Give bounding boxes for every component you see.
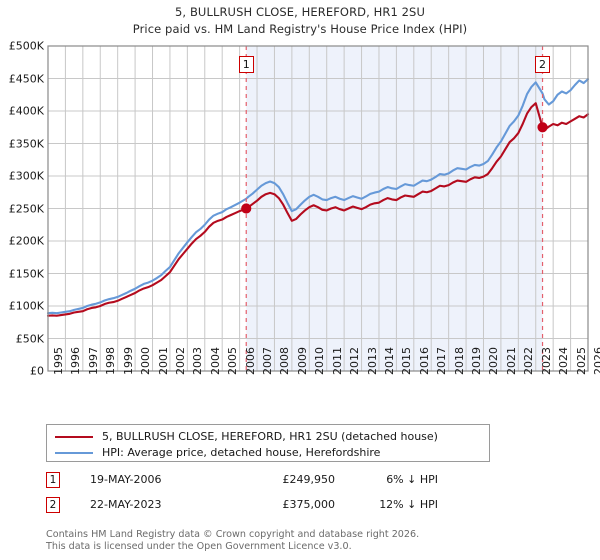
chart-marker-badge[interactable]: 1 (238, 56, 254, 73)
footer-licence: This data is licensed under the Open Gov… (46, 540, 352, 552)
y-axis-tick-label: £50K (15, 332, 44, 345)
transaction-date: 22-MAY-2023 (90, 498, 162, 511)
transaction-price: £249,950 (282, 473, 336, 486)
y-axis-tick-label: £500K (8, 39, 44, 53)
y-axis-tick-label: £150K (8, 267, 44, 280)
x-axis-tick-label: 2012 (348, 347, 362, 375)
x-axis-tick-label: 2002 (173, 347, 187, 375)
transactions-table: 1 19-MAY-2006 £249,950 6% ↓ HPI 2 22-MAY… (46, 470, 466, 520)
legend-label-price-paid: 5, BULLRUSH CLOSE, HEREFORD, HR1 2SU (de… (102, 430, 438, 443)
x-axis-tick-label: 2007 (261, 347, 275, 375)
x-axis-tick-label: 2010 (313, 347, 327, 375)
chart-legend: 5, BULLRUSH CLOSE, HEREFORD, HR1 2SU (de… (46, 424, 490, 462)
x-axis-tick-label: 1998 (104, 347, 118, 375)
transaction-date: 19-MAY-2006 (90, 473, 162, 486)
x-axis-tick-label: 2020 (487, 347, 501, 375)
y-axis-tick-label: £300K (8, 169, 44, 183)
page-title: 5, BULLRUSH CLOSE, HEREFORD, HR1 2SU Pri… (0, 4, 600, 38)
chart-marker-badge[interactable]: 2 (535, 56, 551, 73)
chart-series-lines (46, 78, 590, 317)
x-axis-tick-label: 2001 (156, 347, 170, 375)
transaction-index-badge: 1 (46, 472, 60, 488)
legend-item-price-paid: 5, BULLRUSH CLOSE, HEREFORD, HR1 2SU (de… (55, 429, 489, 444)
transaction-index-badge: 2 (46, 497, 60, 513)
x-axis-tick-label: 2015 (400, 347, 414, 375)
x-axis-tick-label: 2011 (330, 347, 344, 375)
chart-frame (47, 45, 589, 372)
y-axis-tick-label: £350K (8, 137, 44, 150)
footer-copyright: Contains HM Land Registry data © Crown c… (46, 529, 420, 540)
x-axis-tick-label: 2006 (243, 347, 257, 375)
y-axis-tick-label: £0 (30, 364, 44, 378)
x-axis-tick-label: 2025 (574, 347, 588, 375)
transaction-point-dots (241, 122, 548, 214)
x-axis-tick-label: 1996 (69, 347, 83, 375)
x-axis-tick-label: 2021 (504, 347, 518, 375)
x-axis-tick-label: 2000 (139, 347, 153, 375)
y-axis-tick-label: £450K (8, 72, 44, 85)
x-axis-tick-label: 2004 (208, 347, 222, 375)
y-axis-tick-label: £200K (8, 234, 44, 248)
attribution-footer: Contains HM Land Registry data © Crown c… (46, 529, 586, 552)
x-axis-tick-label: 2022 (522, 347, 536, 375)
price-history-line-chart (46, 45, 590, 372)
legend-swatch-price-paid (55, 435, 93, 438)
transaction-price: £375,000 (282, 498, 336, 511)
x-axis-tick-label: 2016 (417, 347, 431, 375)
y-axis-tick-label: £250K (8, 202, 44, 215)
x-axis-tick-label: 2013 (365, 347, 379, 375)
x-axis-tick-label: 2017 (435, 347, 449, 375)
table-row[interactable]: 2 22-MAY-2023 £375,000 12% ↓ HPI (46, 495, 466, 520)
x-axis-tick-label: 2009 (295, 347, 309, 375)
chart-container: £0 £50K £100K £150K £200K £250K £300K £350K £400… (8, 39, 600, 378)
x-axis-tick-label: 2024 (557, 347, 571, 375)
y-axis-tick-label: £100K (8, 299, 44, 313)
x-axis-tick-label: 1995 (52, 347, 65, 375)
x-axis-tick-label: 2003 (191, 347, 205, 375)
legend-swatch-hpi (55, 451, 93, 454)
x-axis-tick-label: 1997 (86, 347, 100, 375)
y-axis-tick-label: £400K (8, 104, 44, 118)
x-axis-tick-label: 2008 (278, 347, 292, 375)
legend-label-hpi: HPI: Average price, detached house, Here… (102, 446, 381, 459)
x-axis-tick-label: 2018 (452, 347, 466, 375)
x-axis-tick-label: 2014 (382, 347, 396, 375)
transaction-hpi-delta: 6% ↓ HPI (386, 473, 438, 486)
x-axis-tick-label: 2023 (539, 347, 553, 375)
transaction-hpi-delta: 12% ↓ HPI (379, 498, 438, 511)
x-axis-tick-label: 2026 (592, 347, 600, 375)
x-axis-tick-label: 1999 (121, 347, 135, 375)
legend-item-hpi: HPI: Average price, detached house, Here… (55, 445, 489, 460)
x-axis-tick-label: 2005 (226, 347, 240, 375)
table-row[interactable]: 1 19-MAY-2006 £249,950 6% ↓ HPI (46, 470, 466, 495)
title-address: 5, BULLRUSH CLOSE, HEREFORD, HR1 2SU (175, 5, 425, 19)
title-subtitle: Price paid vs. HM Land Registry's House … (132, 22, 468, 36)
x-axis-tick-label: 2019 (470, 347, 484, 375)
